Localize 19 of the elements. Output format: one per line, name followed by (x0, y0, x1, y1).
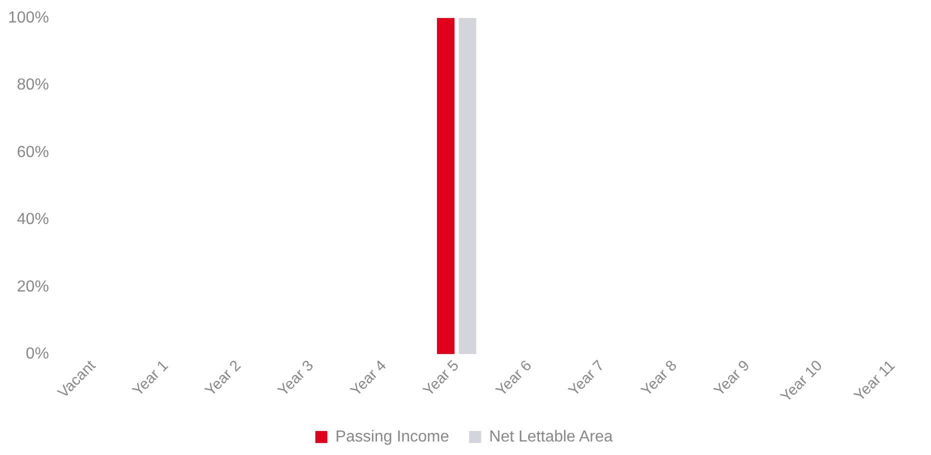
x-tick-label: Year 7 (565, 357, 608, 400)
x-tick-label: Year 1 (129, 357, 172, 400)
y-tick-label: 80% (16, 76, 49, 94)
x-tick-label: Year 8 (638, 357, 680, 400)
x-tick-label: Year 4 (347, 357, 390, 400)
y-tick-label: 0% (26, 346, 49, 363)
x-tick-label: Year 2 (202, 357, 244, 400)
x-tick-label: Year 10 (778, 357, 826, 406)
y-tick-label: 40% (16, 211, 49, 228)
x-tick-label: Year 11 (851, 357, 898, 405)
x-tick-label: Year 9 (710, 357, 754, 400)
y-tick-label: 20% (16, 278, 49, 296)
y-tick-label: 60% (16, 144, 49, 161)
x-tick-label: Year 3 (274, 357, 318, 400)
x-tick-label: Year 5 (420, 357, 462, 400)
legend-label: Net Lettable Area (489, 428, 613, 446)
y-tick-label: 100% (8, 9, 49, 26)
x-tick-label: Year 6 (492, 357, 536, 400)
legend-label: Passing Income (335, 428, 450, 446)
